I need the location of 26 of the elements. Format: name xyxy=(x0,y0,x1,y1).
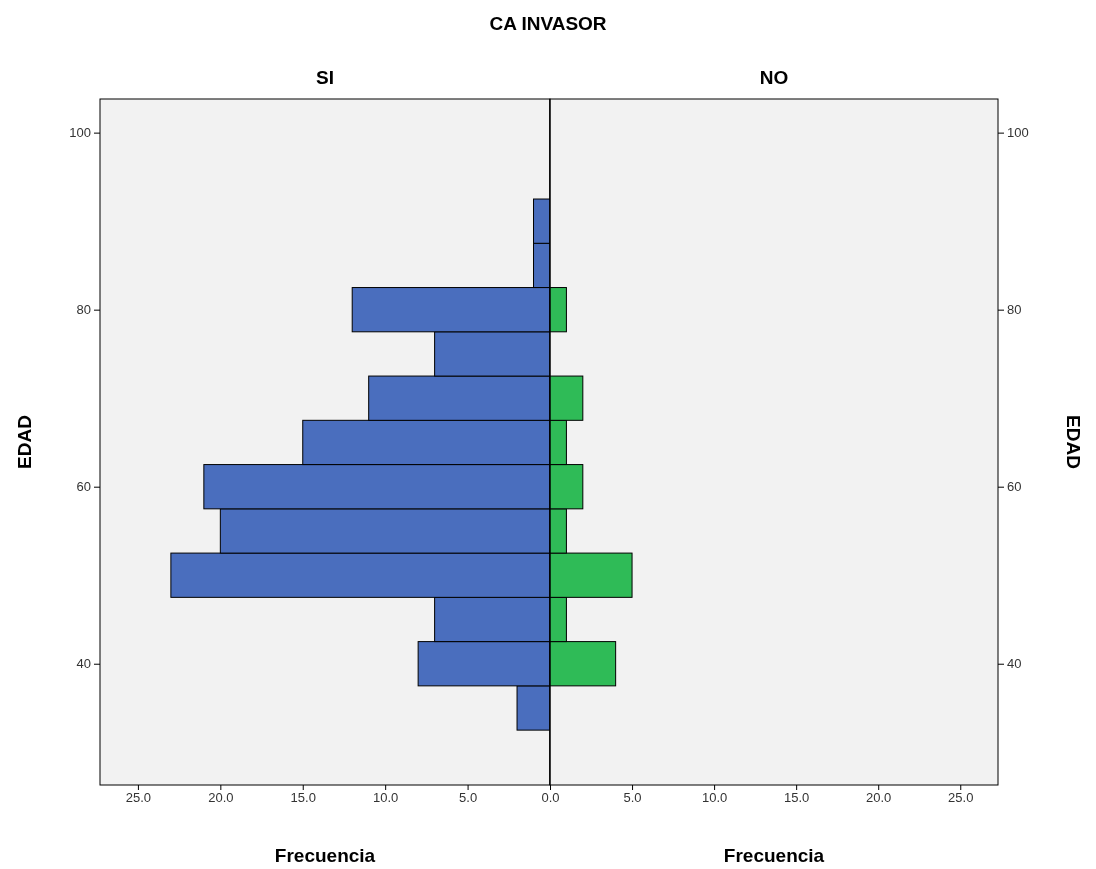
y-tick-label: 40 xyxy=(76,656,91,672)
chart-title: CA INVASOR xyxy=(489,13,607,34)
y-tick-label: 80 xyxy=(76,302,91,318)
x-tick-label: 5.0 xyxy=(459,790,478,806)
x-axis-title: Frecuencia xyxy=(274,845,376,866)
y-tick-label: 60 xyxy=(1007,479,1022,495)
x-tick-label: 20.0 xyxy=(866,790,892,806)
y-tick-label: 100 xyxy=(69,125,91,141)
y-tick-label: 80 xyxy=(1007,302,1022,318)
x-tick-label: 15.0 xyxy=(290,790,316,806)
x-tick-label: 25.0 xyxy=(125,790,152,806)
y-tick-label: 60 xyxy=(76,479,91,495)
y-axis-title: EDAD xyxy=(1063,415,1085,469)
x-tick-label: 5.0 xyxy=(623,790,642,806)
chart-subtitle: NO xyxy=(759,67,789,88)
y-tick-label: 100 xyxy=(1007,125,1029,141)
x-tick-label: 15.0 xyxy=(784,790,810,806)
x-tick-label: 10.0 xyxy=(701,790,728,806)
y-tick-label: 40 xyxy=(1007,656,1022,672)
x-tick-label: 20.0 xyxy=(208,790,234,806)
x-axis-title: Frecuencia xyxy=(723,845,825,866)
x-tick-label: 10.0 xyxy=(373,790,399,806)
x-tick-label: 0.0 xyxy=(541,790,560,806)
chart-subtitle: SI xyxy=(316,67,334,88)
x-tick-label: 25.0 xyxy=(948,790,974,806)
y-axis-title: EDAD xyxy=(13,415,35,469)
